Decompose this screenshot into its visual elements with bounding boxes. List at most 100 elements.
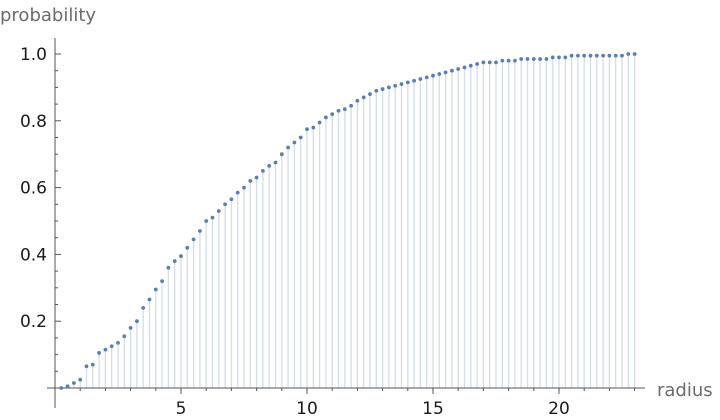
data-point [361,95,366,100]
data-point [261,169,265,173]
data-point [198,229,202,233]
y-tick-label: 1.0 [20,45,47,65]
ticks: 5 10 15 20 0.2 0.4 0.6 0.8 1.0 [20,45,636,419]
data-point [248,179,253,183]
data-point [254,175,259,180]
data-point [412,78,416,83]
data-point [311,125,316,130]
data-point [607,53,612,58]
data-point [305,127,309,132]
data-point [531,57,536,61]
data-point [342,107,347,112]
data-point [487,60,492,65]
data-point [500,58,505,63]
data-point [65,384,70,389]
data-point [204,219,209,223]
data-point [620,53,624,58]
data-point [424,75,429,80]
x-tick-label: 5 [176,399,187,419]
drop-lines [66,54,636,388]
data-point [437,72,442,76]
data-point [368,92,372,96]
data-point [153,287,158,292]
data-point [179,254,183,258]
x-tick-label: 15 [422,399,444,419]
data-point [393,83,398,88]
data-point [185,245,190,250]
data-point [374,88,379,93]
data-point [405,80,410,85]
data-point [267,163,272,168]
data-point [317,120,322,125]
data-point [336,108,341,113]
data-point [78,377,83,382]
data-point [135,319,139,324]
data-point [292,140,297,145]
data-point [122,334,127,339]
data-point [468,63,473,68]
data-point [330,112,335,117]
data-point [349,103,353,108]
y-tick-label: 0.6 [20,179,47,199]
data-point [116,341,120,345]
data-point [191,237,196,242]
data-point [576,53,580,58]
data-point [456,67,461,71]
data-point [298,135,303,140]
y-axis-title: probability [0,5,96,26]
data-point [550,55,555,60]
data-point [569,53,574,58]
y-tick-label: 0.8 [20,112,47,132]
data-point [431,73,435,78]
data-point [216,209,221,213]
data-point [481,60,486,65]
data-point [72,381,76,385]
data-point [462,65,467,70]
data-point [387,85,391,90]
data-point [563,55,568,60]
data-point [59,386,64,390]
data-point [90,362,95,367]
data-point [418,77,423,81]
data-point [160,279,165,284]
y-tick-label: 0.4 [20,245,47,265]
data-point [399,82,404,86]
data-point [443,70,448,75]
data-points [59,52,637,390]
data-point [273,160,278,165]
data-point [210,215,215,220]
data-point [538,57,542,61]
data-point [450,68,454,73]
data-point [494,60,498,65]
data-point [141,305,146,310]
data-point [626,52,631,56]
y-tick-label: 0.2 [20,312,47,332]
data-point [475,62,479,66]
data-point [128,325,133,330]
data-point [632,52,637,56]
data-point [324,115,328,120]
data-point [235,190,240,195]
data-point [109,344,114,349]
axes [47,38,645,408]
data-point [588,53,593,58]
x-tick-label: 10 [296,399,318,419]
data-point [544,57,549,61]
data-point [242,185,246,190]
data-point [229,197,234,202]
data-point [223,202,228,207]
x-axis-title: radius [657,380,713,401]
data-point [594,53,599,58]
data-point [84,364,89,369]
data-point [519,57,524,61]
data-point [506,58,511,63]
data-point [355,98,360,103]
x-tick-label: 20 [548,399,570,419]
data-point [172,259,177,263]
data-point [286,145,290,150]
data-point [582,53,587,58]
data-point [380,87,385,91]
data-point [513,58,517,63]
data-point [613,53,618,58]
